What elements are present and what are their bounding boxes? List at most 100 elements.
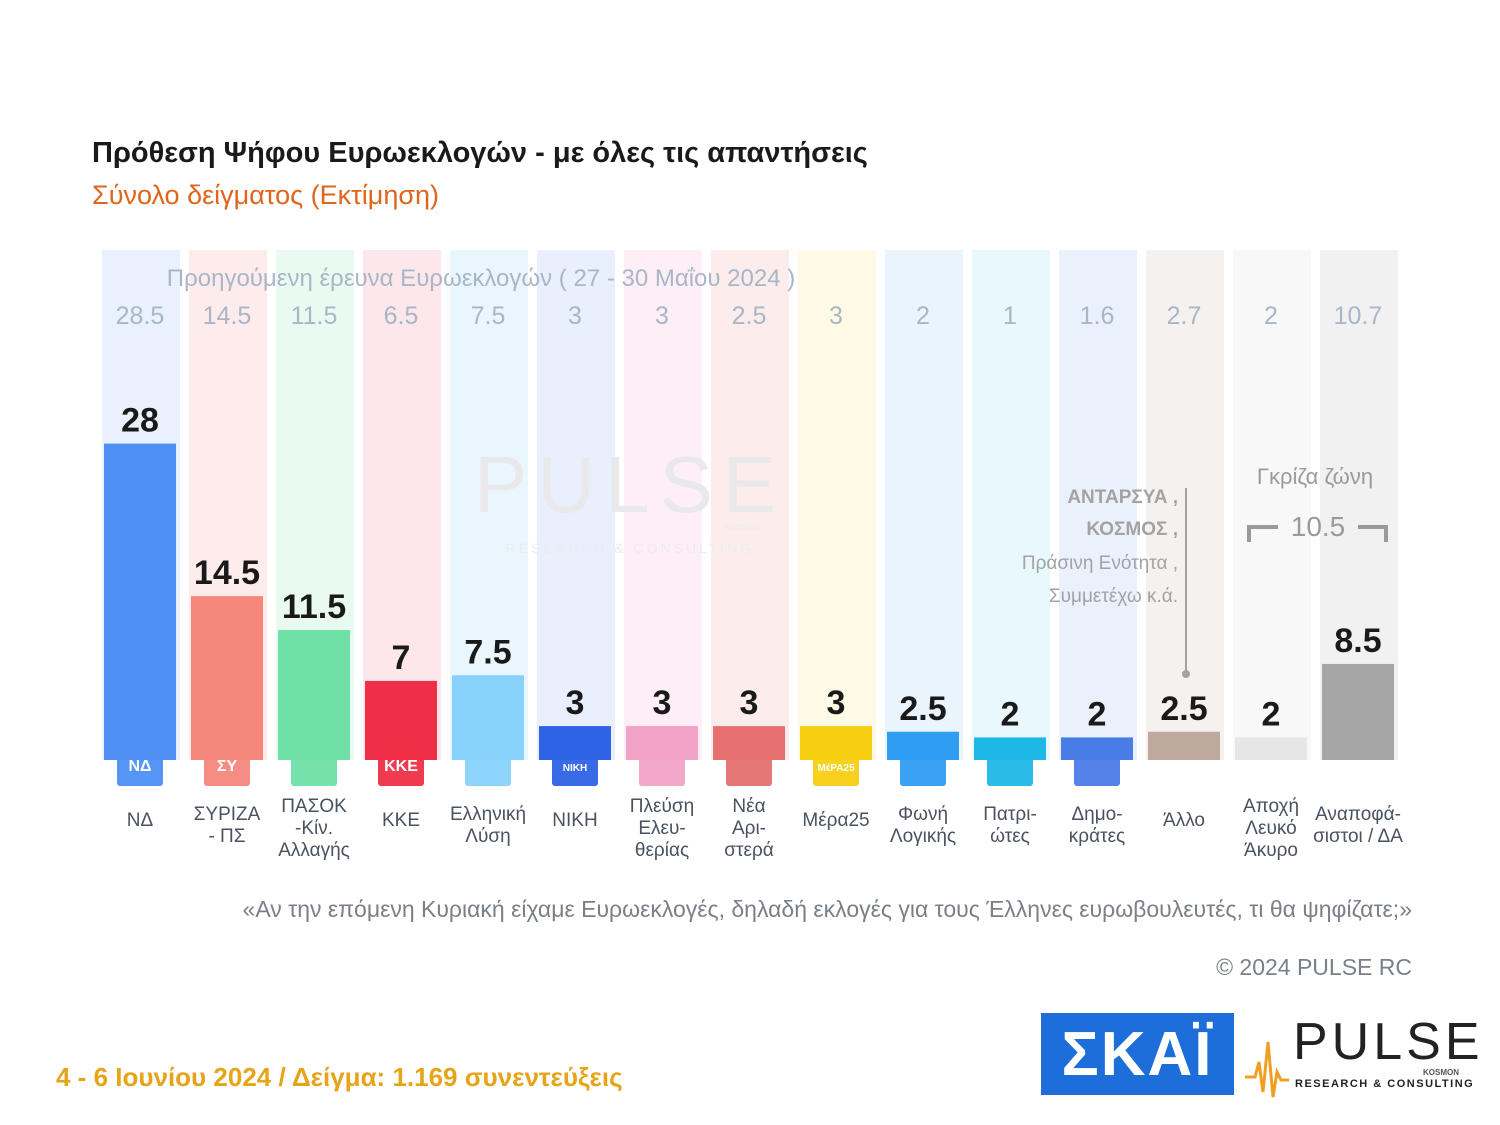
category-label: - ΠΣ [208,826,245,847]
party-logo-icon [291,742,337,786]
previous-value-label: 28.5 [116,302,165,330]
category-label: ώτες [990,826,1030,847]
pulse-logo-tiny: KOSMON [1423,1068,1459,1077]
bar-value-label: 2 [1262,695,1281,733]
bar-chart: Προηγούμενη έρευνα Ευρωεκλογών ( 27 - 30… [102,250,1403,861]
skai-logo-text: ΣΚΑΪ [1061,1019,1214,1089]
bar-value-label: 3 [740,684,759,722]
category-label: Αρι- [732,818,766,839]
watermark-tiny: KOSMON [724,523,760,532]
category-label: Ελληνική [450,804,526,825]
bar-value-label: 11.5 [282,588,346,626]
bar [1322,663,1394,760]
category-label: στερά [724,840,774,861]
previous-value-label: 2 [916,302,930,330]
party-logo-icon [465,742,511,786]
category-label: ΣΥΡΙΖΑ [194,804,261,825]
previous-value-label: 14.5 [203,302,252,330]
bg-column [624,250,702,760]
other-note-line: ΚΟΣΜΟΣ , [1086,519,1178,540]
party-logo-icon [1074,742,1120,786]
other-note-line: Συμμετέχω κ.ά. [1049,586,1178,607]
chart-subtitle: Σύνολο δείγματος (Εκτίμηση) [92,180,440,210]
party-logo-icon [813,742,859,786]
previous-value-label: 2.5 [732,302,767,330]
watermark-text: PULSE [474,440,786,529]
category-label: Άκυρο [1244,840,1298,861]
party-logo-icon [987,742,1033,786]
pulse-logo-word: PULSE [1293,1013,1484,1071]
grey-zone-bracket-left [1247,525,1278,542]
category-label: ΚΚΕ [382,810,420,831]
pulse-logo-subtitle: RESEARCH & CONSULTING [1295,1078,1475,1090]
bg-column [363,250,441,760]
bar [1235,737,1307,760]
previous-value-label: 2 [1264,302,1278,330]
pulse-wave-icon [1245,1041,1289,1098]
party-logo-icon [900,742,946,786]
other-note-dot [1182,670,1190,678]
previous-value-label: 3 [655,302,669,330]
bar-value-label: 7.5 [464,633,511,671]
party-logo-text: ΣΥ [217,758,238,775]
bg-column [885,250,963,760]
skai-logo: ΣΚΑΪ [1041,1013,1234,1095]
bar-value-label: 3 [566,684,585,722]
party-logo-icon [639,742,685,786]
party-logo-text: ΚΚΕ [384,758,418,775]
party-logo-icon [552,742,598,786]
previous-survey-label: Προηγούμενη έρευνα Ευρωεκλογών ( 27 - 30… [167,265,795,292]
category-label: Νέα [732,796,765,817]
bg-column [798,250,876,760]
watermark-subtext: RESEARCH & CONSULTING [506,540,755,556]
category-label: κράτες [1069,826,1125,847]
previous-value-label: 3 [568,302,582,330]
category-label: Άλλο [1163,810,1205,831]
bg-column [450,250,528,760]
category-label: Ελευ- [638,818,685,839]
category-label: θερίας [635,840,689,861]
bg-column [1233,250,1311,760]
bar [104,443,176,760]
previous-value-label: 1 [1003,302,1017,330]
previous-value-label: 6.5 [384,302,419,330]
bg-column [537,250,615,760]
copyright-text: © 2024 PULSE RC [1216,954,1412,980]
chart-title: Πρόθεση Ψήφου Ευρωεκλογών - με όλες τις … [92,137,868,169]
bar-value-label: 14.5 [194,554,260,592]
party-logo-icon [726,742,772,786]
category-label: Φωνή [898,804,948,825]
bar-value-label: 2 [1001,695,1020,733]
bg-column [711,250,789,760]
category-label: Αναποφά- [1315,804,1401,825]
category-label: Λευκό [1245,818,1296,839]
bar-value-label: 3 [827,684,846,722]
other-note-line: Πράσινη Ενότητα , [1022,553,1178,574]
category-label: -Κίν. [295,818,333,839]
previous-value-label: 2.7 [1167,302,1202,330]
category-label: Δημο- [1071,804,1122,825]
category-label: ΝΙΚΗ [552,810,597,831]
party-logo-text: ΝΔ [128,758,151,775]
grey-zone-label: Γκρίζα ζώνη [1257,464,1373,489]
previous-value-label: 7.5 [471,302,506,330]
party-logo-text: ΜέΡΑ25 [817,763,855,774]
bar-value-label: 2.5 [899,690,946,728]
party-logo-text: ΝΙΚΗ [563,763,587,774]
bar-value-label: 7 [392,639,411,677]
category-label: Πατρι- [983,804,1037,825]
party-logo-icon [204,742,250,786]
category-label: ΠΑΣΟΚ [281,796,347,817]
previous-value-label: 11.5 [291,302,338,330]
bar [1148,731,1220,760]
previous-value-label: 10.7 [1334,302,1383,330]
pulse-logo: PULSE KOSMON RESEARCH & CONSULTING [1245,1012,1480,1102]
bar-value-label: 3 [653,684,672,722]
bar-value-label: 2 [1088,695,1107,733]
previous-value-label: 3 [829,302,843,330]
category-label: σιστοι / ΔΑ [1313,826,1403,847]
survey-question: «Αν την επόμενη Κυριακή είχαμε Ευρωεκλογ… [242,896,1412,922]
other-note-line: ΑΝΤΑΡΣΥΑ , [1067,487,1178,508]
bar-value-label: 28 [121,402,159,440]
bar [191,596,263,760]
